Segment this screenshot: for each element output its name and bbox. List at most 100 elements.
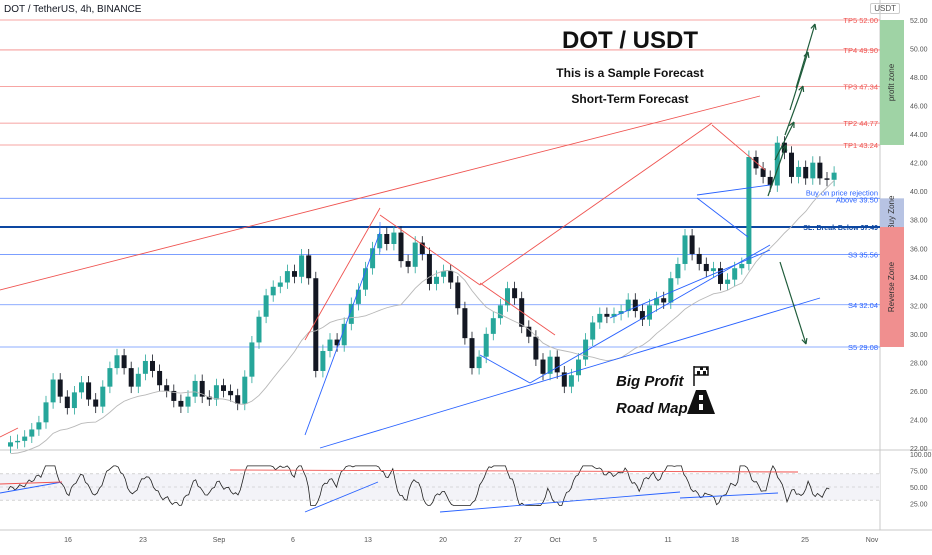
rsi-trendline <box>304 481 379 513</box>
candle-body <box>93 399 99 407</box>
candle-body <box>696 253 702 264</box>
trendline-red <box>0 427 19 438</box>
forecast-arrow-up-head <box>810 23 817 31</box>
currency-badge[interactable]: USDT <box>870 3 900 14</box>
candle-body <box>64 396 70 409</box>
candle-body <box>121 355 127 369</box>
annotation-line2: Short-Term Forecast <box>571 92 688 106</box>
candle-body <box>689 235 695 254</box>
candle-body <box>426 253 432 284</box>
x-tick-label: 6 <box>291 537 295 544</box>
candle-body <box>682 235 688 264</box>
candle-body <box>490 318 496 334</box>
x-tick-label: Sep <box>213 537 226 544</box>
y-tick-label: 42.00 <box>910 161 928 168</box>
buy-label: Buy on price rejection <box>806 188 878 197</box>
candle-body <box>561 372 567 387</box>
candle-body <box>540 359 546 374</box>
forecast-arrow-up <box>789 51 809 111</box>
candle-body <box>313 278 319 371</box>
candle-body <box>817 162 823 179</box>
candle-body <box>654 298 660 306</box>
candle-body <box>306 255 312 279</box>
road-dash <box>699 404 703 410</box>
candle-body <box>732 268 738 280</box>
candle-body <box>384 234 390 244</box>
forecast-arrow-up <box>767 144 787 197</box>
forecast-arrow-up-head <box>788 121 795 129</box>
x-tick-label: 16 <box>64 537 72 544</box>
candle-body <box>36 422 42 430</box>
candle-body <box>79 382 84 393</box>
candle-body <box>476 356 482 369</box>
symbol-label[interactable]: DOT / TetherUS, 4h, BINANCE <box>4 4 142 15</box>
candle-body <box>135 373 141 387</box>
candle-body <box>831 172 837 180</box>
candle-body <box>611 313 617 317</box>
candle-body <box>100 386 106 407</box>
y-tick-label: 24.00 <box>910 417 928 424</box>
candle-body <box>178 400 184 407</box>
zone-label: Reverse Zone <box>887 261 896 312</box>
candle-body <box>419 242 425 254</box>
candle-body <box>441 271 447 277</box>
candle-body <box>547 356 553 374</box>
candle-body <box>497 305 503 319</box>
y-tick-label: 28.00 <box>910 360 928 367</box>
candle-body <box>434 276 439 284</box>
y-tick-label: 34.00 <box>910 275 928 282</box>
level-label: S5 29.08 <box>848 343 878 352</box>
forecast-arrow-up <box>774 121 795 161</box>
candle-body <box>668 278 674 303</box>
candle-body <box>334 339 340 346</box>
candle-body <box>405 261 411 267</box>
flag-pattern <box>697 367 708 375</box>
zone-label: Buy Zone <box>887 195 896 230</box>
candle-body <box>142 360 148 374</box>
candle-body <box>398 232 404 262</box>
forecast-arrow-up <box>784 85 804 136</box>
candle-body <box>221 385 226 391</box>
candle-body <box>526 326 532 337</box>
rsi-tick-label: 75.00 <box>910 469 928 476</box>
rsi-trendline <box>439 491 681 513</box>
trendline-red <box>379 214 481 286</box>
zone-0 <box>880 20 904 145</box>
trendline-blue <box>609 249 771 319</box>
rsi-line <box>7 465 830 506</box>
candle-body <box>8 442 13 447</box>
candle-body <box>554 356 560 373</box>
candle-body <box>242 376 248 404</box>
level-label: S4 32.04 <box>848 301 878 310</box>
trendline-red-long <box>0 95 761 291</box>
candle-body <box>299 255 305 277</box>
y-tick-label: 22.00 <box>910 446 928 453</box>
candle-body <box>789 152 794 177</box>
trendline-red <box>304 207 381 341</box>
candle-body <box>22 436 28 441</box>
candle-body <box>455 282 461 309</box>
zone-label: profit zone <box>887 63 896 101</box>
y-tick-label: 50.00 <box>910 47 928 54</box>
x-tick-label: 5 <box>593 537 597 544</box>
candle-body <box>320 350 326 371</box>
y-tick-label: 32.00 <box>910 303 928 310</box>
candle-body <box>824 178 830 180</box>
candle-body <box>185 396 191 407</box>
candle-body <box>171 390 177 401</box>
zone-2 <box>880 227 904 347</box>
rsi-trendline <box>679 492 779 499</box>
level-label: TP5 52.00 <box>843 16 878 25</box>
moving-average <box>10 180 835 455</box>
trendline-blue <box>529 244 771 384</box>
y-tick-label: 44.00 <box>910 132 928 139</box>
candle-body <box>164 385 170 391</box>
level-label: TP4 49.90 <box>843 46 878 55</box>
candle-body <box>57 379 63 397</box>
level-label: TP2 44.77 <box>843 119 878 128</box>
candle-body <box>568 375 574 387</box>
candle-body <box>256 316 262 343</box>
candle-body <box>618 311 624 314</box>
x-tick-label: 18 <box>731 537 739 544</box>
